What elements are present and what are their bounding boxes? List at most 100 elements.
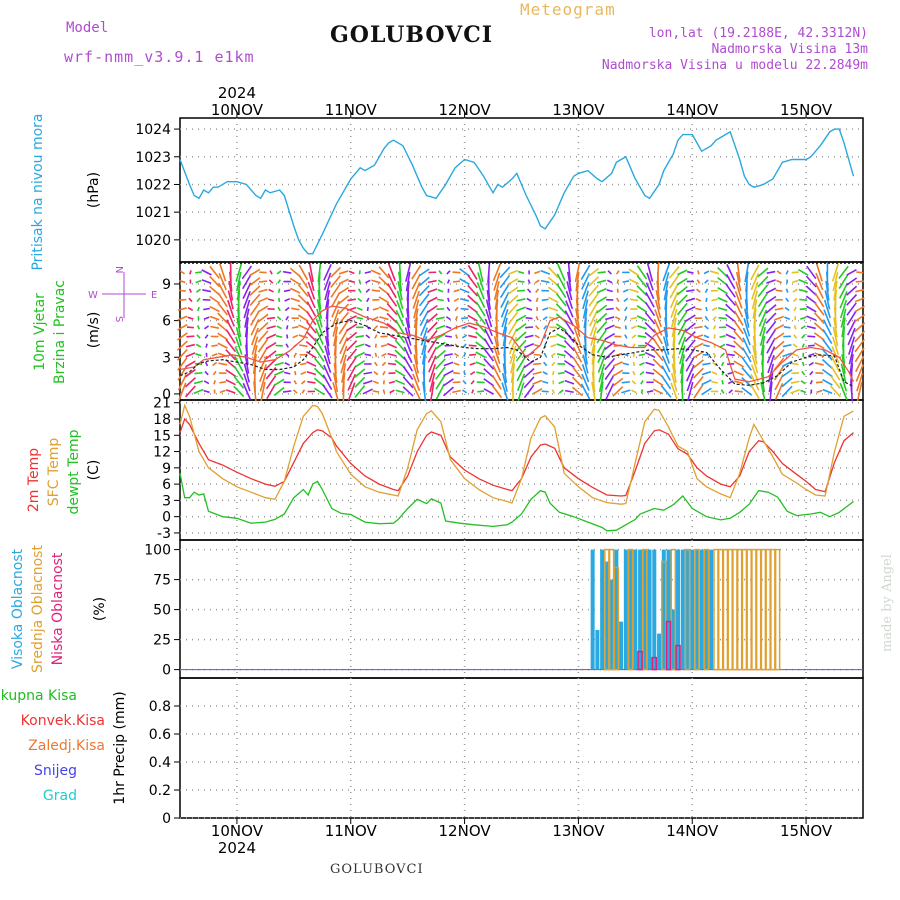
wind-barb xyxy=(178,382,187,401)
wind-barb xyxy=(516,356,527,372)
wind-barb xyxy=(418,268,430,277)
wind-barb xyxy=(685,297,696,303)
cloud-bar xyxy=(623,549,628,670)
cloud-bar xyxy=(760,548,767,671)
wind-barb xyxy=(386,342,398,349)
wind-barb xyxy=(710,280,719,283)
wind-barb xyxy=(797,268,809,276)
wind-barb xyxy=(387,273,397,290)
wind-barb xyxy=(736,271,742,292)
wind-barb xyxy=(459,288,470,294)
wind-barb xyxy=(638,353,646,357)
wind-barb xyxy=(411,282,421,300)
y-tick-label: 0.6 xyxy=(149,727,171,743)
wind-barb xyxy=(711,371,718,376)
wind-barb xyxy=(759,326,767,346)
wind-barb xyxy=(854,330,866,343)
cloud-bar xyxy=(652,549,657,670)
wind-barb xyxy=(258,288,268,293)
wind-barb xyxy=(413,299,420,319)
wind-barb xyxy=(394,359,406,369)
wind-barb xyxy=(204,370,209,376)
x-tick-label-top: 12NOV xyxy=(439,101,492,119)
wind-barb xyxy=(684,322,696,333)
wind-barb xyxy=(387,283,397,299)
wind-barb xyxy=(606,289,613,293)
wind-barb xyxy=(501,372,508,392)
wind-barb xyxy=(373,325,379,330)
wind-barb xyxy=(468,344,477,347)
wind-barb xyxy=(721,380,724,385)
wind-barb xyxy=(195,271,202,274)
panel-frame-5 xyxy=(179,677,864,819)
wind-barb xyxy=(211,344,219,347)
wind-barb xyxy=(781,377,793,388)
wind-barb xyxy=(395,389,405,394)
wind-barb xyxy=(268,279,274,284)
wind-barb xyxy=(830,375,841,389)
wind-barb xyxy=(669,274,680,289)
wind-barb xyxy=(636,265,648,280)
wind-barb xyxy=(741,347,752,363)
wind-barb xyxy=(189,270,192,275)
wind-barb xyxy=(290,307,300,311)
wind-barb xyxy=(387,352,397,357)
wind-barb xyxy=(382,389,386,394)
wind-barb xyxy=(210,325,220,329)
wind-barb xyxy=(588,267,600,277)
wind-barb xyxy=(652,368,664,378)
wind-barb xyxy=(179,270,186,275)
wind-barb xyxy=(339,345,348,364)
wind-barb xyxy=(745,271,749,292)
wind-barb xyxy=(355,334,365,338)
wind-barb xyxy=(645,292,655,308)
wind-barb xyxy=(693,384,704,399)
wind-barb xyxy=(477,272,485,291)
wind-barb xyxy=(823,299,831,319)
wind-barb xyxy=(475,301,486,317)
wind-barb xyxy=(822,338,833,353)
wind-barb xyxy=(846,285,858,296)
wind-barb xyxy=(483,388,495,395)
wind-barb xyxy=(725,283,736,298)
wind-barb xyxy=(322,384,333,399)
wind-barb xyxy=(346,331,358,342)
station-elevation: Nadmorska Visina 13m xyxy=(711,42,868,57)
wind-barb xyxy=(833,289,838,310)
wind-barb xyxy=(588,276,600,287)
wind-barb xyxy=(769,381,773,402)
wind-barb xyxy=(604,357,616,371)
wind-barb xyxy=(751,354,759,374)
wind-barb xyxy=(444,353,453,357)
wind-barb xyxy=(197,306,200,312)
wind-barb xyxy=(678,336,687,355)
wind-barb xyxy=(289,277,301,286)
wind-barb xyxy=(621,380,631,384)
cloud-bar xyxy=(619,621,624,670)
wind-barb xyxy=(194,371,203,375)
wind-barb xyxy=(354,385,366,398)
wind-barb xyxy=(846,277,858,286)
wind-barb xyxy=(443,378,454,387)
wind-barb xyxy=(733,310,744,326)
wind-barb xyxy=(386,322,398,332)
wind-barb xyxy=(428,364,437,383)
wind-barb xyxy=(717,267,729,278)
wind-barb xyxy=(435,333,446,340)
cloud-bar xyxy=(637,650,643,671)
wind-barb xyxy=(604,341,616,351)
wind-barb xyxy=(758,301,768,317)
wind-barb xyxy=(547,266,559,279)
wind-barb xyxy=(354,376,366,388)
wind-barb xyxy=(462,389,468,394)
wind-barb xyxy=(823,309,832,327)
wind-gust-line xyxy=(179,305,855,383)
wind-barb xyxy=(733,320,744,335)
wind-barb xyxy=(574,317,581,337)
wind-barb xyxy=(558,380,565,385)
wind-barb xyxy=(267,298,275,302)
wind-barb xyxy=(338,328,349,345)
x-tick-label-top: 11NOV xyxy=(325,101,378,119)
wind-barb xyxy=(563,339,575,352)
cloud-bar xyxy=(694,549,699,670)
